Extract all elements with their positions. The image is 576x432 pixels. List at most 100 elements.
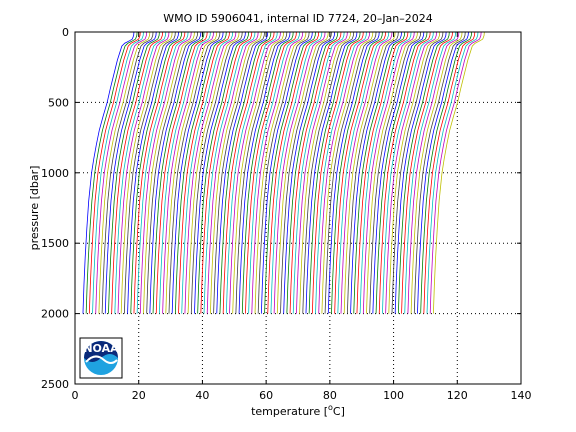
profile-line xyxy=(270,31,323,314)
profile-line xyxy=(178,31,230,314)
profile-line xyxy=(397,31,450,314)
noaa-logo-text: NOAA xyxy=(83,342,119,355)
profile-line xyxy=(356,31,409,314)
profile-line xyxy=(385,31,437,314)
profile-line xyxy=(350,31,402,314)
profile-line xyxy=(155,31,208,314)
profile-line xyxy=(165,31,218,314)
profile-line xyxy=(133,31,186,314)
y-tick-label: 2500 xyxy=(41,378,69,391)
profile-line xyxy=(203,31,256,314)
profile-line xyxy=(245,31,297,314)
profile-line xyxy=(362,31,415,314)
profile-line xyxy=(143,31,195,314)
profile-line xyxy=(232,31,285,314)
profile-line xyxy=(391,31,444,314)
profile-line xyxy=(171,31,224,314)
profile-line xyxy=(241,31,294,314)
x-tick-label: 100 xyxy=(383,389,404,402)
profile-line xyxy=(209,31,262,314)
y-tick-label: 0 xyxy=(62,26,69,39)
profile-line xyxy=(152,31,205,314)
profile-line xyxy=(280,31,332,314)
profile-line xyxy=(401,31,453,314)
profile-line xyxy=(238,31,291,314)
profile-line xyxy=(235,31,288,314)
profile-line xyxy=(267,31,320,314)
axis-ticks: 0 20 40 60 80 100 120 140 0 500 1000 1500 2000 2500 xyxy=(41,26,532,402)
x-tick-label: 80 xyxy=(323,389,337,402)
profile-line xyxy=(394,31,447,314)
profile-line xyxy=(289,31,342,314)
y-tick-label: 500 xyxy=(48,96,69,109)
profile-line xyxy=(162,31,214,314)
profile-line xyxy=(315,31,367,314)
y-tick-label: 1500 xyxy=(41,237,69,250)
profile-line xyxy=(340,31,393,314)
profile-line xyxy=(260,31,313,314)
x-tick-label: 60 xyxy=(259,389,273,402)
profile-line xyxy=(388,31,441,314)
profile-line xyxy=(136,31,189,314)
profile-line xyxy=(359,31,412,314)
profile-line xyxy=(139,31,192,314)
profile-line xyxy=(149,31,202,314)
profile-line xyxy=(82,31,135,314)
profile-line xyxy=(197,31,250,314)
profile-line xyxy=(353,31,406,314)
profile-line xyxy=(299,31,351,314)
profile-line xyxy=(222,31,275,314)
profile-line xyxy=(225,31,278,314)
profile-line xyxy=(190,31,243,314)
profile-line xyxy=(187,31,240,314)
profile-line xyxy=(346,31,399,314)
profile-line xyxy=(194,31,246,314)
x-tick-label: 20 xyxy=(132,389,146,402)
profile-line xyxy=(334,31,387,314)
x-axis-label-degree: o xyxy=(328,403,333,412)
profile-line xyxy=(296,31,348,314)
profile-line xyxy=(114,31,167,314)
x-tick-label: 120 xyxy=(447,389,468,402)
profile-line xyxy=(120,31,173,314)
profile-line xyxy=(318,31,371,314)
profile-line xyxy=(382,31,434,314)
y-tick-label: 1000 xyxy=(41,167,69,180)
profile-line xyxy=(95,31,148,314)
profile-line xyxy=(426,31,479,314)
profile-line xyxy=(286,31,339,314)
profile-line xyxy=(429,31,482,314)
profile-line xyxy=(337,31,390,314)
profile-line xyxy=(417,31,469,314)
profile-line xyxy=(366,31,418,314)
profile-line xyxy=(369,31,422,314)
x-axis-label-prefix: temperature [ xyxy=(251,405,328,418)
noaa-logo: NOAA xyxy=(79,337,123,379)
profile-line xyxy=(216,31,269,314)
profile-line xyxy=(174,31,227,314)
profile-lines xyxy=(82,31,485,314)
profile-line xyxy=(251,31,304,314)
profile-line xyxy=(168,31,221,314)
profile-line xyxy=(423,31,476,314)
profile-line xyxy=(108,31,160,314)
profile-line xyxy=(130,31,183,314)
profile-line xyxy=(308,31,361,314)
profile-line xyxy=(111,31,164,314)
profile-line xyxy=(343,31,396,314)
profile-line xyxy=(117,31,170,314)
profile-line xyxy=(219,31,272,314)
profile-line xyxy=(372,31,425,314)
noaa-logo-wave xyxy=(85,355,118,364)
profile-line xyxy=(213,31,265,314)
profile-line xyxy=(331,31,383,314)
profile-line xyxy=(404,31,457,314)
profile-line xyxy=(127,31,179,314)
profile-line xyxy=(311,31,364,314)
profile-line xyxy=(248,31,300,314)
profile-line xyxy=(327,31,380,314)
profile-line xyxy=(432,31,485,314)
profile-line xyxy=(159,31,211,314)
x-axis-label-suffix: C] xyxy=(333,405,345,418)
